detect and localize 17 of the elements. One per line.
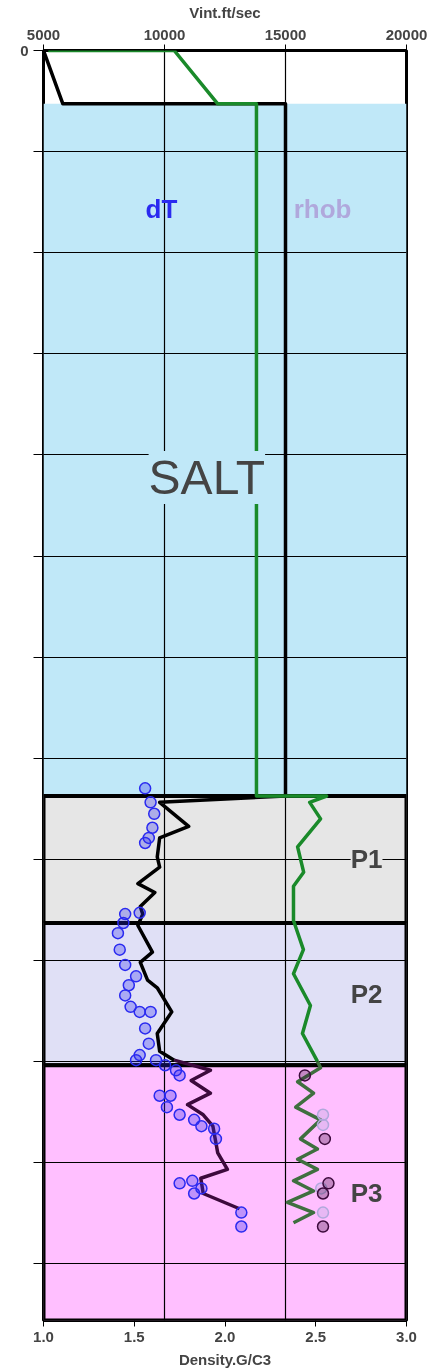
x-tick-label: 2.5: [305, 1327, 327, 1345]
x2-tick-label: 10000: [143, 25, 186, 43]
x2-axis-title: Vint.ft/sec: [189, 3, 261, 21]
x-tick-label: 2.0: [214, 1327, 236, 1345]
band-label: P2: [350, 979, 383, 1010]
x-axis-title: Density.G/C3: [178, 1350, 272, 1368]
x2-tick-label: 5000: [26, 25, 61, 43]
x-tick-label: 1.5: [123, 1327, 145, 1345]
band-label: P3: [350, 1177, 383, 1208]
x2-tick-label: 15000: [264, 25, 307, 43]
x-tick-label: 1.0: [33, 1327, 54, 1345]
band-label: SALT: [148, 451, 266, 505]
x-tick-label: 3.0: [396, 1327, 417, 1345]
x2-tick-label: 20000: [385, 25, 428, 43]
text: rhob: [293, 194, 352, 225]
band-label: P1: [350, 844, 383, 875]
text: 0: [20, 41, 29, 59]
